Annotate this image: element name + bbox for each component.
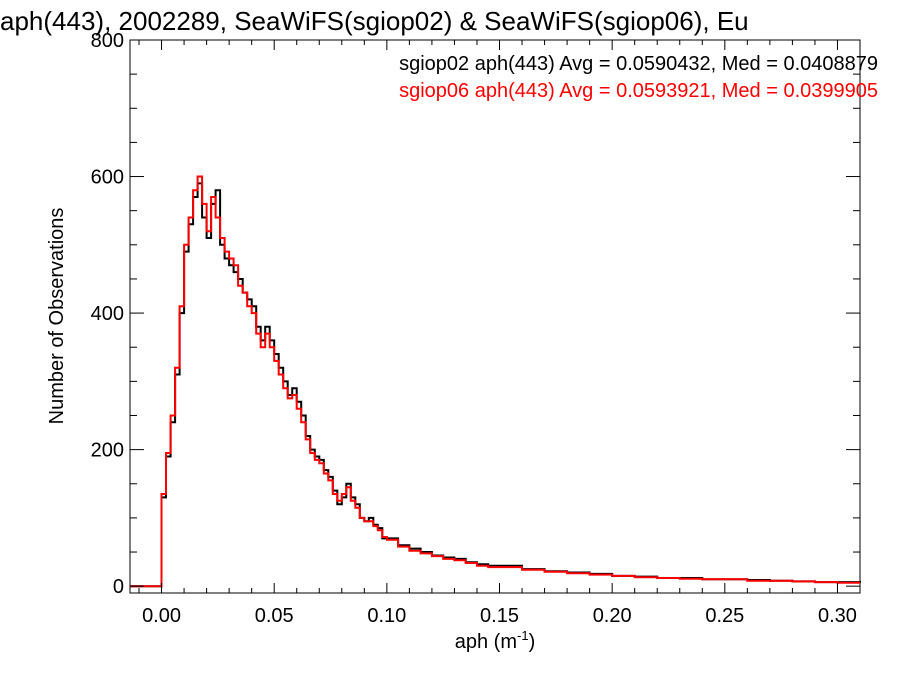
x-tick-label: 0.00 [142,605,181,627]
series-line-sgiop02 [130,182,861,588]
y-axis-ticks: 0 200 400 600 800 [91,30,860,598]
y-tick-label: 800 [91,30,124,52]
plot-frame [129,39,861,594]
legend-entry-sgiop02: sgiop02 aph(443) Avg = 0.0590432, Med = … [399,53,878,75]
y-tick-label: 600 [91,167,124,189]
y-tick-label: 400 [91,303,124,325]
x-axis-label-text: aph (m [455,631,517,653]
series-line-sgiop06 [130,175,860,588]
y-axis-label: Number of Observations [46,208,68,425]
x-tick-label: 0.05 [255,605,294,627]
x-axis-label-superscript: -1 [517,628,529,643]
x-axis-ticks: 0.00 0.05 0.10 0.15 0.20 0.25 0.30 [138,40,857,627]
y-tick-label: 200 [91,440,124,462]
chart-title: aph(443), 2002289, SeaWiFS(sgiop02) & Se… [0,6,749,36]
x-tick-label: 0.30 [818,605,857,627]
x-tick-label: 0.20 [593,605,632,627]
y-tick-label: 0 [113,576,124,598]
legend-entry-sgiop06: sgiop06 aph(443) Avg = 0.0593921, Med = … [399,80,878,102]
x-axis-label: aph (m-1) [455,628,535,653]
x-tick-label: 0.15 [480,605,519,627]
x-tick-label: 0.10 [367,605,406,627]
series-layer [130,175,861,588]
x-tick-label: 0.25 [705,605,744,627]
x-axis-label-close: ) [529,631,536,653]
